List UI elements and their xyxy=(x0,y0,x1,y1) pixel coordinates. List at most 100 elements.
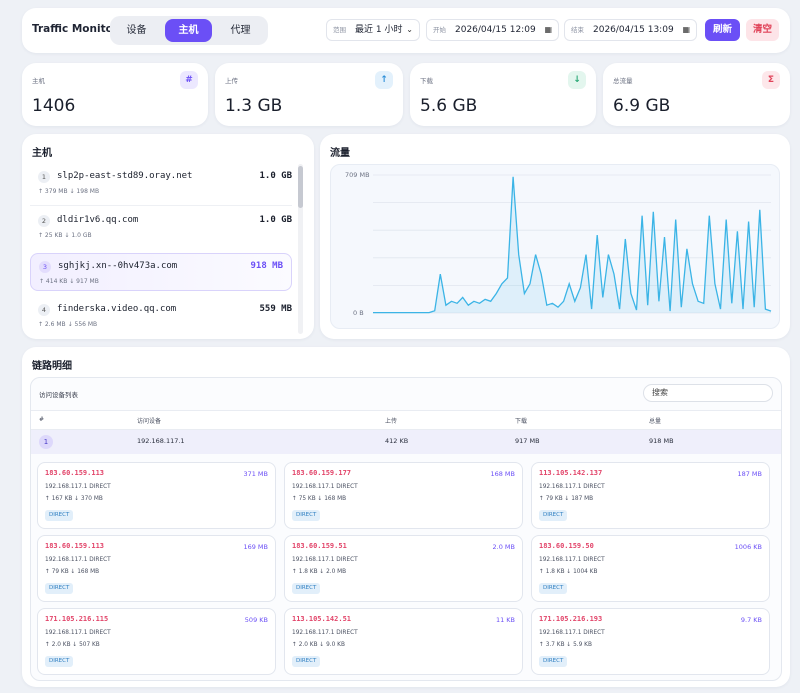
rule-badge: DIRECT xyxy=(292,583,321,594)
connection-ip: 183.60.159.113 xyxy=(45,542,105,550)
connection-card[interactable]: 171.105.216.193 9.7 KB 192.168.117.1 DIREC… xyxy=(531,608,770,675)
host-index: 2 xyxy=(38,215,50,227)
search-input[interactable]: 搜索 xyxy=(643,384,773,402)
connection-ip: 183.60.159.177 xyxy=(292,469,352,477)
sigma-icon: Σ xyxy=(762,71,780,89)
host-item-selected[interactable]: 3 sghjkj.xn--0hv473a.com 918 MB ↑ 414 KB… xyxy=(30,253,292,291)
start-label: 开始 xyxy=(433,26,446,34)
host-updown: ↑ 414 KB ↓ 917 MB xyxy=(39,278,99,285)
connection-card[interactable]: 113.105.142.51 11 KB 192.168.117.1 DIRECT ↑… xyxy=(284,608,523,675)
y-tick-label-max: 709 MB xyxy=(345,171,370,179)
clear-button[interactable]: 清空 xyxy=(746,19,779,41)
host-index: 4 xyxy=(38,304,50,316)
app-title: Traffic Monitor xyxy=(32,23,119,35)
rule-badge: DIRECT xyxy=(539,583,568,594)
traffic-series-line xyxy=(373,176,772,314)
range-value: 最近 1 小时 xyxy=(355,25,403,35)
traffic-chart-svg: 709 MB 0 B xyxy=(345,171,772,317)
host-size: 918 MB xyxy=(250,261,283,271)
rule-badge: DIRECT xyxy=(292,656,321,667)
column-header: 访问设备 xyxy=(137,418,162,425)
connection-size: 9.7 KB xyxy=(740,616,762,624)
start-time-input[interactable]: 开始 2026/04/15 12:09 ▦ xyxy=(426,19,559,41)
device-upload: 412 KB xyxy=(385,437,409,445)
stat-label: 下载 xyxy=(420,77,433,85)
rule-badge: DIRECT xyxy=(45,656,74,667)
connection-size: 187 MB xyxy=(737,470,762,478)
stat-card-total: 总流量 6.9 GB Σ xyxy=(603,63,790,126)
scrollbar-thumb[interactable] xyxy=(298,166,303,208)
connection-size: 168 MB xyxy=(490,470,515,478)
upload-arrow-icon: ↑ xyxy=(375,71,393,89)
connection-updown: ↑ 79 KB ↓ 187 MB xyxy=(539,496,594,502)
start-value: 2026/04/15 12:09 xyxy=(455,25,536,35)
chevron-down-icon: ⌄ xyxy=(406,25,413,34)
rule-badge: DIRECT xyxy=(539,510,568,521)
connection-ip: 171.105.216.193 xyxy=(539,615,603,623)
connection-card[interactable]: 183.60.159.50 1006 KB 192.168.117.1 DIRECT… xyxy=(531,535,770,602)
tab-proxies[interactable]: 代理 xyxy=(230,25,251,36)
connection-source: 192.168.117.1 DIRECT xyxy=(292,557,358,563)
table-row[interactable]: 1 192.168.117.1 412 KB 917 MB 918 MB xyxy=(31,430,781,454)
stat-card-hosts: 主机 1406 # xyxy=(22,63,208,126)
connection-updown: ↑ 2.0 KB ↓ 507 KB xyxy=(45,642,100,648)
connection-updown: ↑ 1.8 KB ↓ 1004 KB xyxy=(539,569,598,575)
tab-hosts[interactable]: 主机 xyxy=(165,19,212,42)
end-time-input[interactable]: 结束 2026/04/15 13:09 ▦ xyxy=(564,19,697,41)
device-ip: 192.168.117.1 xyxy=(137,437,185,445)
connection-updown: ↑ 1.8 KB ↓ 2.0 MB xyxy=(292,569,347,575)
column-header: 下载 xyxy=(515,418,528,425)
connection-ip: 183.60.159.50 xyxy=(539,542,594,550)
view-tabs: 设备 主机 代理 xyxy=(110,16,268,45)
tab-devices[interactable]: 设备 xyxy=(126,25,147,36)
stat-card-upload: 上传 1.3 GB ↑ xyxy=(215,63,403,126)
top-bar: Traffic Monitor 设备 主机 代理 范围 最近 1 小时 ⌄ 开始… xyxy=(22,8,790,53)
host-updown: ↑ 25 KB ↓ 1.0 GB xyxy=(38,232,92,239)
device-table-title: 访问设备列表 xyxy=(39,391,78,399)
end-value: 2026/04/15 13:09 xyxy=(593,25,674,35)
connection-updown: ↑ 75 KB ↓ 168 MB xyxy=(292,496,347,502)
host-item[interactable]: 4 finderska.video.qq.com 559 MB ↑ 2.6 MB… xyxy=(30,297,292,334)
host-list[interactable]: 1 slp2p-east-std89.oray.net 1.0 GB ↑ 379… xyxy=(30,164,296,334)
host-list-scrollbar[interactable] xyxy=(298,164,303,334)
stat-value: 6.9 GB xyxy=(613,96,671,116)
rule-badge: DIRECT xyxy=(292,510,321,521)
host-name: slp2p-east-std89.oray.net xyxy=(57,171,193,181)
connection-source: 192.168.117.1 DIRECT xyxy=(539,484,605,490)
host-size: 1.0 GB xyxy=(259,215,292,225)
connection-source: 192.168.117.1 DIRECT xyxy=(292,484,358,490)
end-label: 结束 xyxy=(571,26,584,34)
connection-card[interactable]: 183.60.159.51 2.0 MB 192.168.117.1 DIRECT ↑… xyxy=(284,535,523,602)
connection-size: 11 KB xyxy=(495,616,515,624)
table-header: # 访问设备 上传 下载 总量 xyxy=(31,410,781,430)
host-size: 1.0 GB xyxy=(259,171,292,181)
connection-updown: ↑ 2.0 KB ↓ 9.0 KB xyxy=(292,642,345,648)
calendar-icon[interactable]: ▦ xyxy=(682,25,690,34)
column-header: # xyxy=(39,416,45,423)
host-size: 559 MB xyxy=(259,304,292,314)
host-item[interactable]: 1 slp2p-east-std89.oray.net 1.0 GB ↑ 379… xyxy=(30,164,292,202)
connection-card[interactable]: 171.105.216.115 509 KB 192.168.117.1 DIREC… xyxy=(37,608,276,675)
calendar-icon[interactable]: ▦ xyxy=(544,25,552,34)
connection-source: 192.168.117.1 DIRECT xyxy=(45,484,111,490)
host-name: sghjkj.xn--0hv473a.com xyxy=(58,261,178,271)
rule-badge: DIRECT xyxy=(45,510,74,521)
link-details-panel: 链路明细 访问设备列表 搜索 # 访问设备 上传 下载 总量 1 192.168… xyxy=(22,347,790,687)
connection-source: 192.168.117.1 DIRECT xyxy=(45,630,111,636)
host-updown: ↑ 2.6 MB ↓ 556 MB xyxy=(38,321,98,328)
connection-card[interactable]: 183.60.159.113 371 MB 192.168.117.1 DIRECT… xyxy=(37,462,276,529)
host-item[interactable]: 2 dldir1v6.qq.com 1.0 GB ↑ 25 KB ↓ 1.0 G… xyxy=(30,208,292,246)
connection-card[interactable]: 183.60.159.177 168 MB 192.168.117.1 DIRECT… xyxy=(284,462,523,529)
hosts-panel: 主机 1 slp2p-east-std89.oray.net 1.0 GB ↑ … xyxy=(22,134,314,339)
connection-card[interactable]: 183.60.159.113 169 MB 192.168.117.1 DIRECT… xyxy=(37,535,276,602)
connection-card[interactable]: 113.105.142.137 187 MB 192.168.117.1 DIREC… xyxy=(531,462,770,529)
connection-source: 192.168.117.1 DIRECT xyxy=(539,557,605,563)
traffic-chart: 709 MB 0 B xyxy=(330,164,780,329)
hosts-title: 主机 xyxy=(32,148,52,159)
host-index: 3 xyxy=(39,261,51,273)
range-select[interactable]: 范围 最近 1 小时 ⌄ xyxy=(326,19,420,41)
device-download: 917 MB xyxy=(515,437,540,445)
refresh-button[interactable]: 刷新 xyxy=(705,19,740,41)
stat-value: 5.6 GB xyxy=(420,96,478,116)
connection-ip: 183.60.159.113 xyxy=(45,469,105,477)
